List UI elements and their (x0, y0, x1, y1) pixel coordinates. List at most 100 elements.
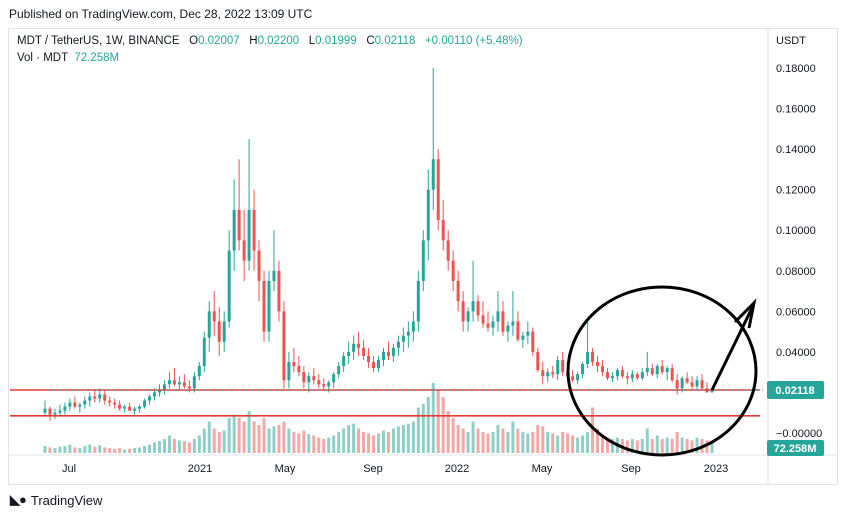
tradingview-logo[interactable]: ◣● TradingView (10, 492, 102, 508)
volume-bar (481, 432, 485, 453)
candle-body (172, 380, 176, 385)
published-caption: Published on TradingView.com, Dec 28, 20… (9, 7, 313, 21)
volume-bar (357, 428, 361, 453)
candle-body (486, 323, 490, 328)
candle-body (372, 362, 376, 369)
x-tick-label: May (275, 463, 296, 475)
close-value: 0.02118 (374, 35, 416, 47)
volume-bar (292, 432, 296, 453)
volume-bar (451, 418, 455, 453)
candle-body (381, 351, 385, 360)
volume-bar (536, 425, 540, 453)
candle-body (337, 366, 341, 375)
candle-body (312, 376, 316, 381)
candle-body (506, 325, 510, 332)
candle-body (123, 406, 127, 409)
candle-body (411, 321, 415, 332)
volume-bar (93, 446, 97, 453)
volume-bar (506, 432, 510, 453)
volume-bar (556, 435, 560, 453)
volume-bar (177, 440, 181, 453)
candle-body (202, 337, 206, 367)
close-label: C (366, 35, 375, 47)
volume-bar (466, 432, 470, 453)
volume-bar (391, 428, 395, 453)
volume-bar (162, 439, 166, 453)
candle-body (68, 402, 72, 407)
candle-body (207, 311, 211, 338)
candle-body (73, 402, 77, 407)
volume-bar (521, 432, 525, 453)
candle-body (247, 209, 251, 261)
candle-body (471, 301, 475, 312)
y-tick-label: 0.12000 (776, 185, 816, 197)
y-tick-label: 0.06000 (776, 306, 816, 318)
candle-body (561, 360, 565, 373)
volume-bar (227, 418, 231, 453)
chart-frame (8, 28, 838, 485)
volume-bar (252, 421, 256, 453)
candle-body (615, 370, 619, 377)
volume-bar (63, 446, 67, 453)
volume-label[interactable]: Vol · MDT (17, 52, 68, 64)
volume-bar (571, 435, 575, 453)
candle-body (377, 360, 380, 369)
annotation-circle[interactable] (566, 285, 758, 457)
candle-body (501, 311, 505, 332)
volume-bar (167, 435, 171, 453)
candle-body (232, 209, 236, 251)
candle-body (551, 372, 555, 375)
volume-bar (302, 430, 306, 453)
candle-body (162, 384, 166, 391)
candle-body (332, 374, 336, 383)
candle-body (421, 240, 425, 281)
candle-body (113, 402, 117, 405)
y-tick-label: −0.00000 (776, 428, 822, 440)
candle-body (491, 321, 495, 328)
candle-body (665, 368, 669, 373)
volume-bar (282, 421, 286, 453)
candle-body (695, 380, 699, 387)
x-tick-label: 2023 (704, 463, 728, 475)
volume-bar (640, 439, 644, 453)
low-value: 0.01999 (315, 35, 357, 47)
candle-body (93, 396, 97, 399)
last-volume-badge (767, 440, 824, 456)
volume-bar (232, 414, 236, 453)
volume-legend: Vol · MDT 72.258M (17, 52, 119, 64)
symbol-name[interactable]: MDT / TetherUS, 1W, BINANCE (17, 35, 180, 47)
volume-bar (247, 411, 251, 453)
candle-body (591, 351, 595, 363)
volume-bar (297, 433, 301, 453)
candle-body (431, 159, 435, 190)
volume-bar (411, 421, 415, 453)
candle-body (317, 380, 321, 385)
volume-bar (406, 423, 410, 453)
volume-bar (695, 437, 699, 453)
y-tick-label: 0.04000 (776, 347, 816, 359)
candle-body (496, 311, 500, 322)
candle-body (386, 351, 390, 356)
volume-bar (431, 383, 435, 453)
volume-bar (262, 418, 266, 453)
volume-bar (103, 447, 107, 453)
candle-body (416, 280, 420, 322)
volume-bar (710, 442, 714, 453)
annotation-arrow-shaft[interactable] (710, 305, 755, 391)
volume-bar (650, 439, 654, 453)
candle-body (362, 347, 366, 356)
volume-bar (123, 449, 127, 453)
volume-bar (58, 446, 62, 453)
volume-bar (551, 433, 555, 453)
candle-body (655, 366, 659, 375)
candle-body (645, 368, 649, 373)
volume-bar (108, 448, 112, 453)
candle-body (660, 366, 664, 373)
candle-body (227, 250, 231, 322)
open-value: 0.02007 (198, 35, 240, 47)
volume-bar (272, 426, 276, 453)
volume-bar (516, 428, 520, 453)
candle-body (262, 280, 266, 332)
candle-body (53, 412, 57, 415)
